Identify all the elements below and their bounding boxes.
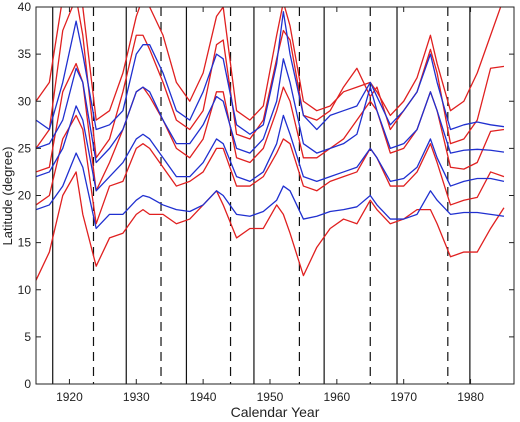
y-axis-label: Latitude (degree): [0, 146, 15, 245]
x-tick-label: 1920: [56, 390, 83, 404]
y-tick-label: 35: [18, 47, 32, 61]
x-tick-label: 1970: [390, 390, 417, 404]
x-tick-label: 1950: [257, 390, 284, 404]
series-line: [36, 152, 505, 230]
y-tick-label: 5: [24, 330, 31, 344]
x-tick-label: 1930: [123, 390, 150, 404]
plot-area: [36, 7, 505, 384]
series-line: [36, 171, 505, 281]
series-line: [36, 62, 505, 192]
x-axis-label: Calendar Year: [231, 404, 320, 420]
y-tick-label: 20: [18, 189, 32, 203]
x-tick-label: 1960: [323, 390, 350, 404]
series-line: [36, 7, 502, 121]
series-line: [36, 114, 505, 225]
y-tick-label: 40: [18, 0, 32, 14]
x-tick-label: 1980: [457, 390, 484, 404]
x-tick-label: 1940: [190, 390, 217, 404]
y-tick-label: 15: [18, 236, 32, 250]
series-line: [36, 105, 505, 192]
y-tick-label: 0: [24, 377, 31, 391]
series-line: [36, 7, 505, 159]
series-line: [36, 58, 505, 164]
y-tick-label: 30: [18, 94, 32, 108]
series-line: [36, 11, 505, 135]
y-tick-label: 10: [18, 283, 32, 297]
y-tick-label: 25: [18, 141, 32, 155]
